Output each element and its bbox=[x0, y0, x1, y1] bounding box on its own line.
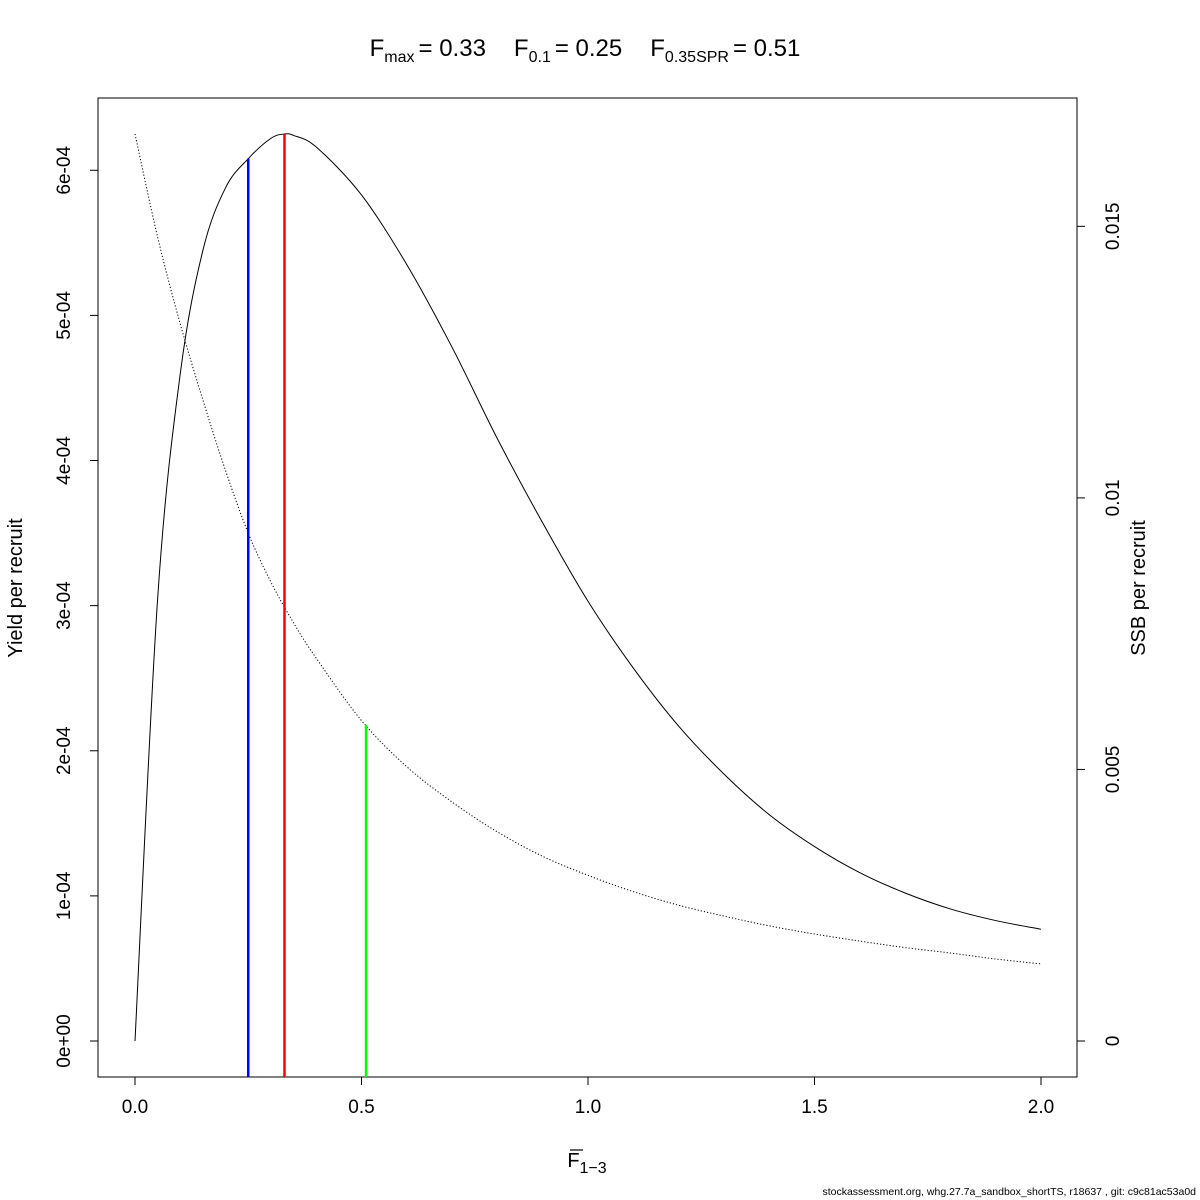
y-right-tick-label: 0 bbox=[1103, 1036, 1124, 1047]
y-left-tick-label: 1e-04 bbox=[54, 871, 75, 920]
y-right-tick-label: 0.015 bbox=[1103, 203, 1124, 251]
x-tick-label: 0.0 bbox=[122, 1097, 148, 1118]
title-f01-label: F bbox=[514, 35, 529, 62]
x-tick-label: 0.5 bbox=[348, 1097, 374, 1118]
y-left-tick-label: 5e-04 bbox=[54, 291, 75, 340]
plot-frame bbox=[97, 97, 1078, 1078]
title-fspr-sub: 0.35SPR bbox=[665, 49, 729, 66]
axes: 0.0 0.5 1.0 1.5 2.0 0e+00 1e-04 2e-04 3e-04 4e-04… bbox=[54, 146, 1124, 1118]
reference-lines bbox=[247, 134, 368, 1077]
y-right-axis-title: SSB per recruit bbox=[1128, 520, 1150, 656]
title-fmax-value: = 0.33 bbox=[419, 35, 486, 62]
y-left-tick-label: 2e-04 bbox=[54, 726, 75, 775]
title-f01-value: = 0.25 bbox=[555, 35, 622, 62]
title-fspr-value: = 0.51 bbox=[733, 35, 800, 62]
title-fmax-sub: max bbox=[384, 49, 414, 66]
title-fmax-label: F bbox=[370, 35, 385, 62]
y-left-tick-label: 3e-04 bbox=[54, 581, 75, 630]
y-left-tick-label: 0e+00 bbox=[54, 1014, 75, 1067]
x-tick-label: 1.0 bbox=[575, 1097, 601, 1118]
x-axis-title-sub: 1−3 bbox=[580, 1160, 607, 1177]
y-left-tick-label: 6e-04 bbox=[54, 146, 75, 195]
y-left-axis-title: Yield per recruit bbox=[5, 518, 27, 658]
x-tick-label: 1.5 bbox=[801, 1097, 827, 1118]
footer-text: stockassessment.org, whg.27.7a_sandbox_s… bbox=[822, 1186, 1196, 1198]
x-tick-label: 2.0 bbox=[1028, 1097, 1054, 1118]
title-f01-sub: 0.1 bbox=[529, 49, 551, 66]
x-axis-title-base: F bbox=[567, 1150, 579, 1172]
ssb-per-recruit-line bbox=[134, 133, 1042, 965]
yield-per-recruit-line bbox=[134, 133, 1042, 1042]
y-right-tick-label: 0.01 bbox=[1103, 479, 1124, 516]
x-axis-title: F1−3 bbox=[567, 1150, 606, 1177]
y-left-tick-label: 4e-04 bbox=[54, 436, 75, 485]
y-right-tick-label: 0.005 bbox=[1103, 746, 1124, 794]
chart-title: Fmax = 0.33 F0.1 = 0.25 F0.35SPR = 0.51 bbox=[370, 35, 801, 66]
title-fspr-label: F bbox=[650, 35, 665, 62]
series-layer bbox=[134, 133, 1042, 1042]
